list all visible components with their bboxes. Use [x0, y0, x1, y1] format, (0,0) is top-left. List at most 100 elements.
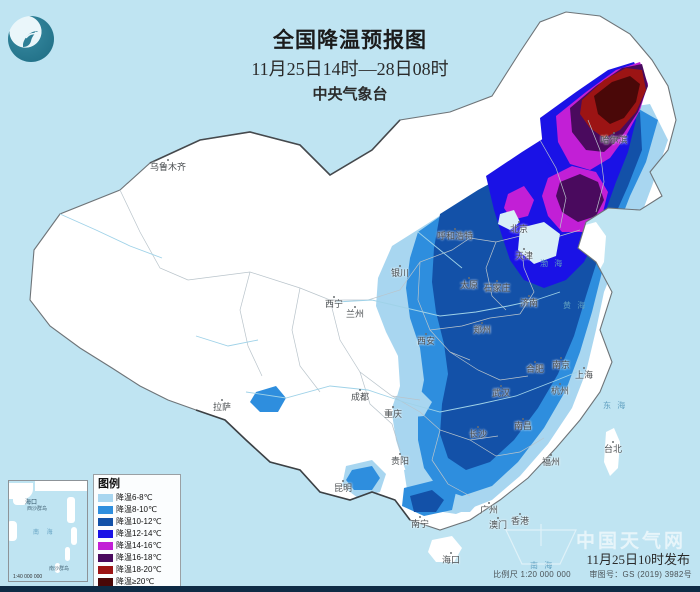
city-label-21: 南京: [552, 357, 570, 370]
city-name: 北京: [510, 224, 529, 234]
city-name: 合肥: [526, 364, 545, 374]
city-marker-dot: [583, 367, 585, 369]
city-marker-dot: [534, 361, 536, 363]
legend-label: 降温6-8℃: [116, 493, 153, 502]
city-name: 拉萨: [213, 402, 232, 412]
city-name: 郑州: [473, 325, 492, 335]
water-label-1: 东 海: [603, 401, 628, 410]
city-marker-dot: [518, 221, 520, 223]
legend-item: 降温10-12℃: [98, 516, 176, 527]
city-name: 南京: [552, 360, 571, 370]
city-marker-dot: [468, 277, 470, 279]
city-label-19: 杭州: [551, 383, 569, 396]
city-name: 澳门: [489, 520, 508, 530]
city-name: 南昌: [514, 421, 533, 431]
city-name: 太原: [460, 280, 479, 290]
city-marker-dot: [392, 406, 394, 408]
city-label-28: 天津: [515, 248, 533, 261]
scale-text: 比例尺 1:20 000 000: [493, 570, 571, 579]
city-label-25: 济南: [520, 295, 538, 308]
city-name: 武汉: [492, 388, 511, 398]
legend-item: 降温16-18℃: [98, 552, 176, 563]
legend-swatch: [98, 541, 113, 550]
city-label-1: 西宁: [325, 296, 343, 309]
legend-item: 降温12-14℃: [98, 528, 176, 539]
legend-label: 降温≥20℃: [116, 577, 155, 586]
city-label-31: 哈尔滨: [601, 132, 628, 145]
city-marker-dot: [450, 552, 452, 554]
city-label-8: 昆明: [334, 480, 352, 493]
city-name: 石家庄: [483, 283, 511, 293]
city-marker-dot: [488, 502, 490, 504]
city-label-0: 乌鲁木齐: [150, 159, 186, 172]
city-marker-dot: [497, 517, 499, 519]
legend-swatch: [98, 565, 113, 574]
city-marker-dot: [560, 357, 562, 359]
city-marker-dot: [481, 322, 483, 324]
city-name: 长沙: [469, 429, 488, 439]
city-name: 西安: [417, 336, 436, 346]
city-name: 天津: [515, 251, 534, 261]
legend-label: 降温8-10℃: [116, 505, 157, 514]
city-label-16: 南昌: [514, 418, 532, 431]
legend-item: 降温6-8℃: [98, 492, 176, 503]
city-label-30: 呼和浩特: [437, 228, 473, 241]
city-label-27: 太原: [460, 277, 478, 290]
city-label-3: 银川: [391, 265, 409, 278]
city-marker-dot: [454, 228, 456, 230]
city-name: 哈尔滨: [600, 135, 628, 145]
legend-swatch: [98, 577, 113, 586]
city-marker-dot: [359, 389, 361, 391]
legend-swatch: [98, 517, 113, 526]
city-name: 香港: [511, 516, 530, 526]
legend-rows: 降温6-8℃ 降温8-10℃ 降温10-12℃ 降温12-14℃ 降温14-16℃ 降温1…: [98, 492, 176, 587]
map-footer: 比例尺 1:20 000 000 审图号：GS (2019) 3982号: [477, 569, 692, 580]
city-marker-dot: [342, 480, 344, 482]
city-marker-dot: [477, 426, 479, 428]
city-label-5: 成都: [351, 389, 369, 402]
city-name: 广州: [480, 505, 499, 515]
city-marker-dot: [399, 453, 401, 455]
city-marker-dot: [500, 385, 502, 387]
legend-swatch: [98, 553, 113, 562]
water-label-3: 渤 海: [540, 259, 565, 268]
city-name: 西宁: [325, 299, 344, 309]
city-name: 福州: [542, 457, 561, 467]
legend-label: 降温16-18℃: [116, 553, 162, 562]
city-marker-dot: [354, 306, 356, 308]
city-name: 银川: [391, 268, 410, 278]
watermark-text: 中国天气网: [575, 531, 686, 552]
city-marker-dot: [399, 265, 401, 267]
legend-swatch: [98, 505, 113, 514]
city-name: 南宁: [411, 519, 430, 529]
city-name: 杭州: [551, 386, 570, 396]
inset-label-xisha: 西沙群岛: [27, 506, 48, 512]
boundaries-layer: [29, 11, 677, 531]
city-marker-dot: [613, 132, 615, 134]
city-name: 成都: [351, 392, 370, 402]
legend-swatch: [98, 529, 113, 538]
legend-label: 降温18-20℃: [116, 565, 162, 574]
legend-item: 降温14-16℃: [98, 540, 176, 551]
city-marker-dot: [333, 296, 335, 298]
inset-scale: 1:40 000 000: [13, 574, 43, 580]
city-label-17: 长沙: [469, 426, 487, 439]
city-marker-dot: [612, 441, 614, 443]
city-marker-dot: [559, 383, 561, 385]
city-name: 台北: [604, 444, 623, 454]
city-label-4: 拉萨: [213, 399, 231, 412]
city-marker-dot: [522, 418, 524, 420]
city-label-10: 海口: [442, 552, 460, 565]
city-label-22: 合肥: [526, 361, 544, 374]
city-label-13: 澳门: [489, 517, 507, 530]
city-marker-dot: [550, 454, 552, 456]
city-label-23: 郑州: [473, 322, 491, 335]
inset-sea-label: 南 海: [33, 530, 56, 536]
city-label-9: 南宁: [411, 516, 429, 529]
legend-label: 降温10-12℃: [116, 517, 162, 526]
city-name: 上海: [575, 370, 594, 380]
issue-time: 11月25日10时发布: [586, 552, 690, 567]
city-marker-dot: [221, 399, 223, 401]
